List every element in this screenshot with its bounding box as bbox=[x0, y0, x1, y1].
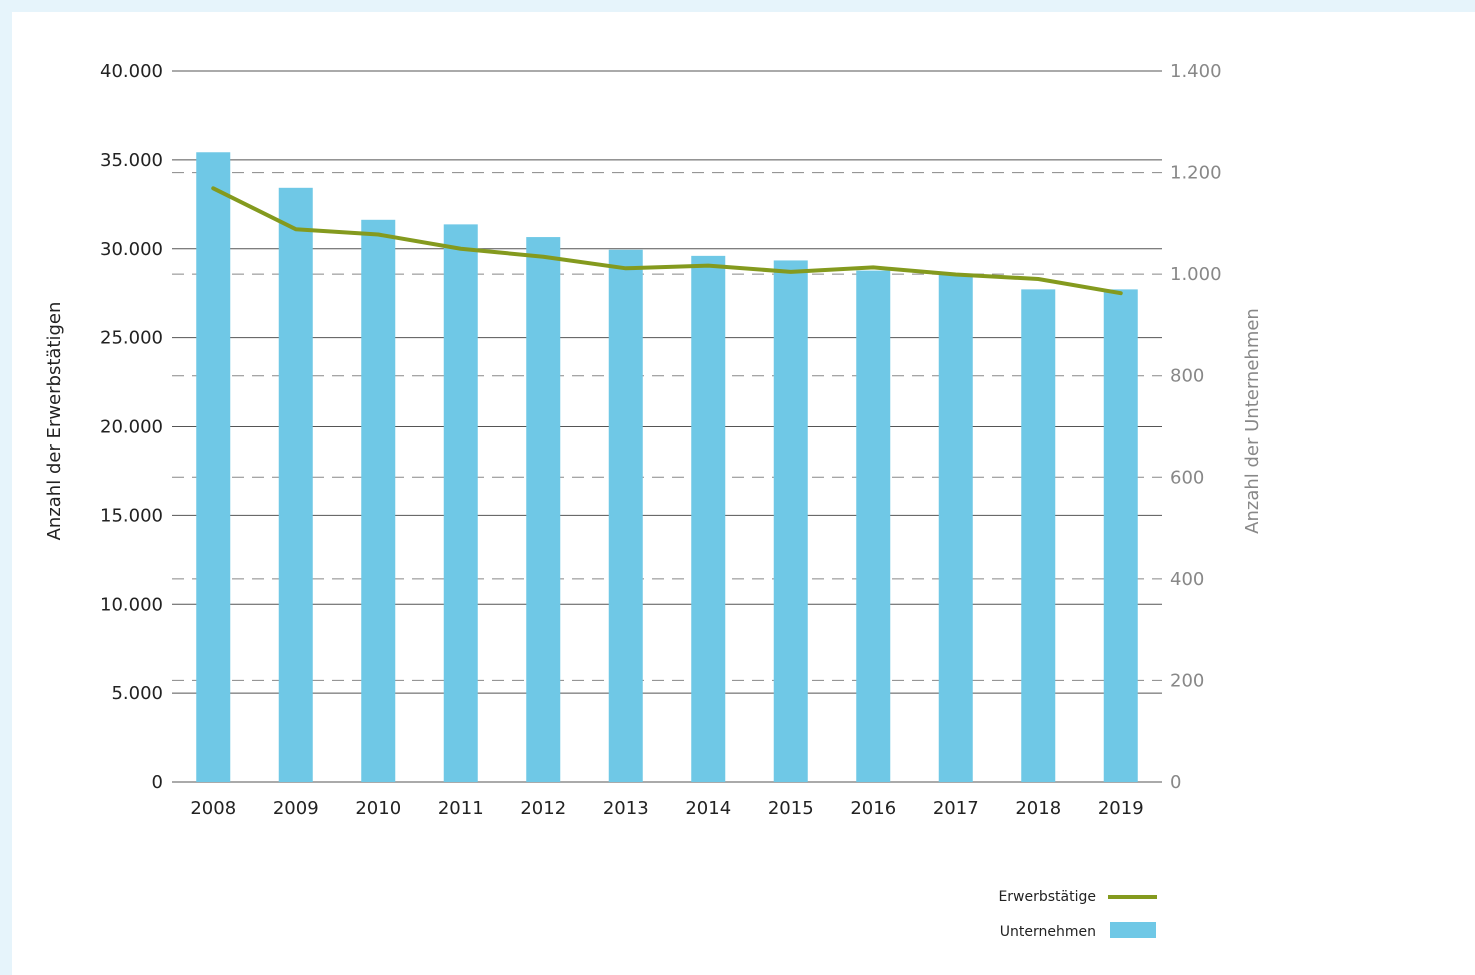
y-right-tick-label: 1.000 bbox=[1170, 264, 1222, 285]
y-left-tick-label: 5.000 bbox=[111, 683, 163, 704]
line-erwerbstaetige bbox=[211, 186, 1123, 296]
y-right-tick-label: 400 bbox=[1170, 569, 1204, 590]
y-right-tick-label: 200 bbox=[1170, 670, 1204, 691]
y-axis-left-title: Anzahl der Erwerbstätigen bbox=[44, 302, 65, 541]
bar-unternehmen-2014 bbox=[691, 255, 726, 783]
x-tick-label: 2015 bbox=[768, 798, 814, 819]
bar-unternehmen-2017 bbox=[938, 274, 973, 782]
axes-layer: 0 5.000 10.000 15.000 20.000 25.000 30.000 35.0… bbox=[100, 61, 1222, 819]
y-left-tick-label: 35.000 bbox=[100, 150, 163, 171]
y-left-tick-label: 25.000 bbox=[100, 328, 163, 349]
bar-unternehmen-2018 bbox=[1021, 289, 1056, 782]
bar-unternehmen-2011 bbox=[443, 224, 478, 782]
y-left-tick-label: 0 bbox=[152, 772, 163, 793]
bar-unternehmen-2019 bbox=[1103, 289, 1138, 782]
y-left-tick-label: 10.000 bbox=[100, 594, 163, 615]
y-axis-right-title: Anzahl der Unternehmen bbox=[1242, 308, 1263, 534]
grid-layer bbox=[172, 70, 1162, 783]
legend-swatch-bar bbox=[1110, 922, 1156, 938]
x-tick-label: 2019 bbox=[1098, 798, 1144, 819]
y-left-tick-label: 30.000 bbox=[100, 239, 163, 260]
bar-unternehmen-2013 bbox=[608, 249, 643, 782]
legend-label-unternehmen: Unternehmen bbox=[1000, 924, 1096, 940]
y-right-tick-label: 1.400 bbox=[1170, 61, 1222, 82]
line-layer bbox=[211, 186, 1123, 296]
legend-label-erwerbstaetige: Erwerbstätige bbox=[998, 889, 1096, 905]
bar-unternehmen-2015 bbox=[773, 260, 808, 782]
x-tick-label: 2016 bbox=[850, 798, 896, 819]
y-right-tick-label: 0 bbox=[1170, 772, 1181, 793]
y-left-tick-label: 15.000 bbox=[100, 505, 163, 526]
y-right-tick-label: 600 bbox=[1170, 467, 1204, 488]
bar-unternehmen-2008 bbox=[196, 152, 231, 782]
bar-unternehmen-2010 bbox=[361, 219, 396, 783]
x-tick-label: 2014 bbox=[685, 798, 731, 819]
y-right-tick-label: 800 bbox=[1170, 366, 1204, 387]
x-tick-label: 2013 bbox=[603, 798, 649, 819]
y-left-tick-label: 40.000 bbox=[100, 61, 163, 82]
bar-unternehmen-2016 bbox=[856, 270, 891, 782]
bar-unternehmen-2009 bbox=[278, 187, 313, 783]
x-tick-label: 2018 bbox=[1015, 798, 1061, 819]
x-tick-label: 2008 bbox=[190, 798, 236, 819]
y-right-tick-label: 1.200 bbox=[1170, 163, 1222, 184]
bars-layer bbox=[196, 152, 1138, 783]
x-tick-label: 2010 bbox=[355, 798, 401, 819]
x-tick-label: 2012 bbox=[520, 798, 566, 819]
x-tick-label: 2011 bbox=[438, 798, 484, 819]
x-tick-label: 2017 bbox=[933, 798, 979, 819]
y-left-tick-label: 20.000 bbox=[100, 417, 163, 438]
x-tick-label: 2009 bbox=[273, 798, 319, 819]
bar-unternehmen-2012 bbox=[526, 237, 561, 783]
legend: Erwerbstätige Unternehmen bbox=[998, 889, 1157, 940]
